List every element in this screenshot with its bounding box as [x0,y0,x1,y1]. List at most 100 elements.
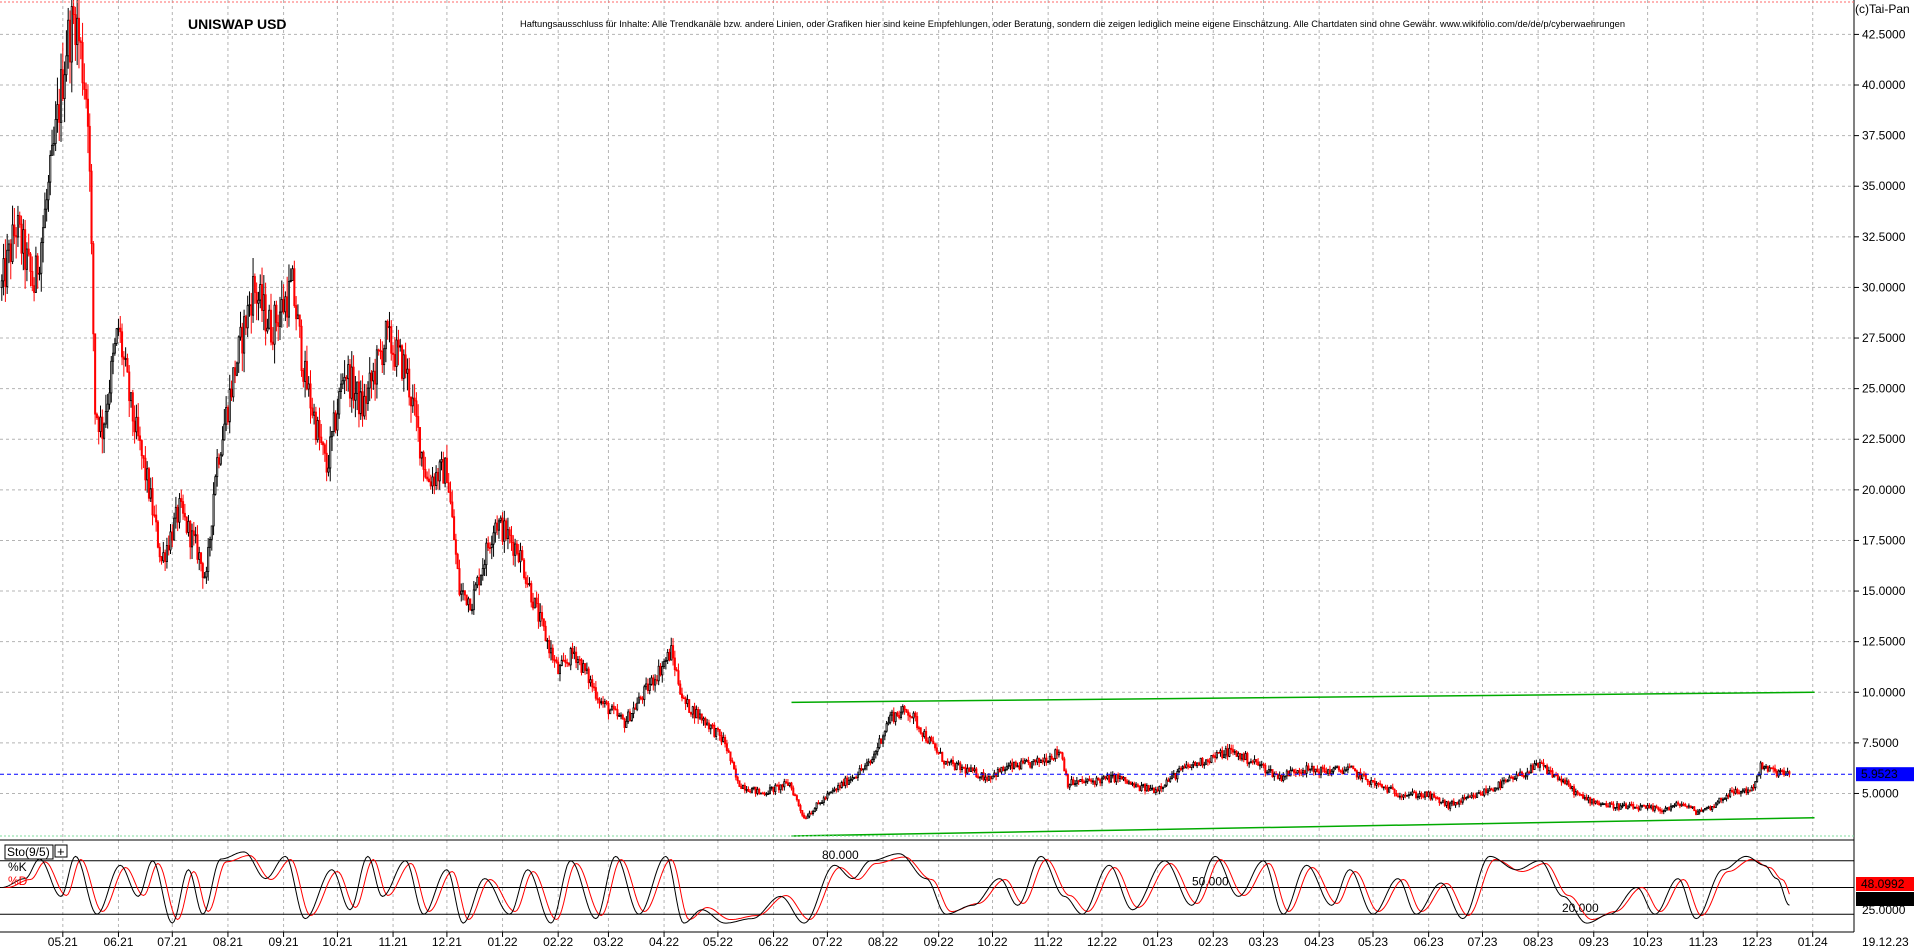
candle-body [1325,771,1328,775]
candle-body [1581,794,1585,799]
candle-body [1555,774,1558,777]
stoch-ref-label-50: 50.000 [1192,875,1229,889]
candle-body [483,564,486,569]
candle-body [593,686,596,689]
candle-body [422,451,425,470]
candle-body [1696,811,1699,815]
stoch-title-box [4,844,54,860]
candle-body [921,732,924,737]
stoch-ref-label-80: 80.000 [822,848,859,862]
candle-body [1748,789,1751,792]
candle-body [1389,786,1392,789]
candle-body [978,776,981,779]
trendline [791,817,1815,837]
candle-body [951,760,955,764]
candle-body [135,416,138,433]
candle-body [1677,802,1680,805]
candle-body [1754,781,1757,789]
candle-body [1206,759,1209,763]
candle-body [506,529,509,539]
candle-body [1050,755,1053,759]
candle-body [1097,777,1100,781]
candle-body [1253,759,1256,763]
candle-body [420,451,423,459]
expand-button[interactable] [54,844,68,858]
candle-body [650,677,653,685]
candle-body [1551,770,1554,778]
candle-body [555,659,558,663]
candle-body [237,336,240,364]
candle-body [1298,770,1301,774]
plus-icon[interactable]: + [57,844,65,859]
candle-body [216,457,219,478]
candle-body [1450,800,1453,804]
candle-body [1772,767,1775,770]
candle-body [1479,792,1482,795]
candle-body [248,304,251,307]
candle-body [1441,800,1445,803]
candle-body [1242,753,1245,761]
candle-body [1205,759,1208,765]
candle-body [0,280,3,288]
candle-body [1732,791,1735,794]
candle-body [1682,803,1685,806]
candle-body [1109,774,1112,783]
x-tick-label: 11.23 [1689,935,1718,948]
candle-body [1196,762,1199,767]
candle-body [103,423,106,439]
candle-body [1492,789,1495,792]
candle-body [1215,752,1218,759]
candle-body [83,82,86,90]
candle-body [1154,789,1157,794]
candle-body [704,717,707,726]
candle-body [1779,770,1782,772]
candle-body [70,6,73,63]
candle-body [1743,788,1746,792]
candle-body [144,457,147,481]
candle-body [619,714,623,717]
candle-body [878,738,881,748]
candle-body [564,659,567,663]
candle-body [560,659,563,667]
candle-body [1761,762,1764,770]
candle-body [424,468,427,478]
candle-body [178,498,181,523]
candle-body [1651,805,1655,811]
candle-body [488,547,492,550]
candle-body [1088,778,1091,781]
candle-body [1659,809,1662,812]
candle-body [348,364,352,399]
candle-body [1673,804,1676,807]
y-tick-label: 17.5000 [1862,533,1906,547]
candle-body [1282,775,1285,781]
candle-body [1020,760,1023,770]
candle-body [1420,793,1423,797]
candle-body [183,512,186,518]
candle-body [359,391,362,415]
candle-body [1483,788,1486,796]
candle-body [417,416,420,428]
candle-body [964,767,967,774]
candle-body [490,543,493,549]
candle-body [1260,763,1263,766]
candle-body [1133,783,1136,788]
candle-body [374,370,377,385]
candle-body [1407,794,1410,797]
candle-body [214,476,217,495]
candle-body [838,785,841,789]
candle-body [1284,775,1287,778]
candle-body [58,104,61,123]
candle-body [1379,783,1382,786]
candle-body [1497,781,1500,789]
candle-body [1309,768,1312,771]
candle-body [1052,758,1055,760]
candle-body [899,711,903,719]
candle-body [1343,769,1346,775]
candle-body [1572,786,1576,795]
candle-body [395,339,398,367]
candle-body [722,736,725,742]
candle-body [672,645,675,659]
candle-body [1160,785,1163,789]
candle-body [1786,771,1789,775]
candle-body [165,545,168,563]
